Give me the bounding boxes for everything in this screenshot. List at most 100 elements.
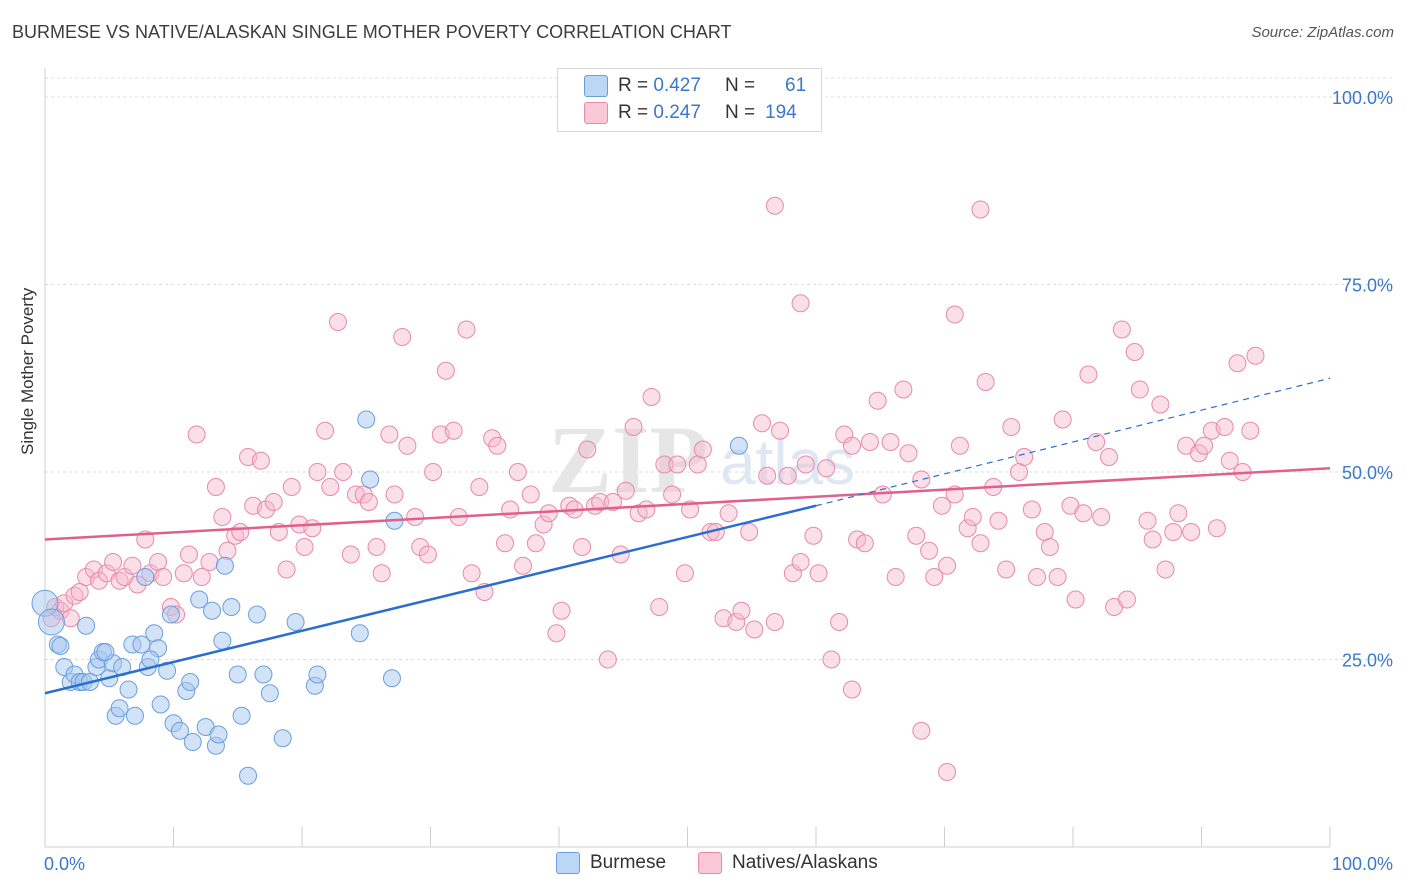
native-point bbox=[70, 583, 89, 601]
native-point bbox=[950, 436, 969, 455]
native-point bbox=[231, 523, 250, 541]
y-tick-label: 50.0% bbox=[1342, 463, 1393, 483]
burmese-point bbox=[132, 635, 151, 654]
bottom-legend-swatch-burmese bbox=[556, 852, 580, 874]
burmese-point bbox=[119, 680, 138, 699]
native-point bbox=[1182, 523, 1201, 541]
native-point bbox=[719, 504, 738, 523]
x-tick-label: 100.0% bbox=[1332, 854, 1393, 874]
burmese-point bbox=[145, 624, 164, 643]
burmese-point bbox=[190, 590, 209, 609]
legend-swatch-natives bbox=[584, 102, 608, 124]
native-point bbox=[61, 609, 80, 628]
native-point bbox=[308, 463, 327, 481]
trend-layer bbox=[44, 377, 1331, 695]
native-point bbox=[1130, 380, 1149, 399]
native-point bbox=[1143, 530, 1162, 549]
native-point bbox=[912, 721, 931, 740]
native-point bbox=[868, 391, 887, 410]
native-point bbox=[251, 451, 270, 470]
native-point bbox=[1079, 365, 1098, 384]
native-point bbox=[334, 463, 353, 481]
burmese-point bbox=[151, 695, 170, 714]
native-point bbox=[1099, 448, 1118, 466]
native-point bbox=[539, 504, 558, 523]
native-point bbox=[1215, 418, 1234, 436]
native-point bbox=[398, 436, 417, 455]
native-point bbox=[971, 200, 990, 219]
native-point bbox=[663, 485, 682, 504]
burmese-point bbox=[203, 601, 222, 620]
native-point bbox=[372, 564, 391, 583]
burmese-trend-extension bbox=[815, 377, 1331, 507]
native-trend-line bbox=[44, 467, 1331, 541]
native-point bbox=[616, 481, 635, 500]
native-point bbox=[380, 425, 399, 444]
y-tick-label: 100.0% bbox=[1332, 88, 1393, 108]
native-point bbox=[206, 478, 225, 496]
burmese-point bbox=[96, 643, 115, 661]
native-point bbox=[501, 500, 520, 519]
burmese-point bbox=[215, 556, 234, 575]
native-point bbox=[886, 568, 905, 586]
y-tick-label: 25.0% bbox=[1342, 651, 1393, 671]
native-point bbox=[547, 624, 566, 643]
native-point bbox=[971, 534, 990, 553]
burmese-point bbox=[361, 470, 380, 489]
native-point bbox=[1048, 568, 1067, 586]
legend-row-burmese: R = 0.427 N = 61 bbox=[584, 73, 806, 99]
native-point bbox=[997, 560, 1016, 579]
y-axis-label: Single Mother Poverty bbox=[18, 287, 37, 455]
x-tick-label: 0.0% bbox=[44, 854, 85, 874]
native-point bbox=[521, 485, 540, 504]
burmese-point bbox=[213, 631, 232, 650]
native-point bbox=[650, 598, 669, 616]
burmese-point bbox=[239, 766, 258, 785]
legend-r-value: 0.247 bbox=[653, 102, 701, 123]
burmese-point bbox=[183, 733, 202, 751]
burmese-point bbox=[37, 608, 65, 636]
native-point bbox=[89, 571, 108, 590]
native-point bbox=[765, 196, 784, 215]
native-point bbox=[642, 388, 661, 406]
native-point bbox=[598, 650, 617, 669]
legend-r-label: R = bbox=[618, 75, 649, 96]
native-point bbox=[573, 538, 592, 556]
native-point bbox=[771, 421, 790, 440]
legend-swatch-burmese bbox=[584, 75, 608, 97]
bottom-legend-burmese: Burmese bbox=[556, 852, 666, 874]
native-point bbox=[526, 534, 545, 553]
native-point bbox=[920, 541, 939, 560]
native-point bbox=[1092, 508, 1111, 526]
legend-r-value: 0.427 bbox=[653, 75, 701, 96]
native-point bbox=[1010, 463, 1029, 481]
legend-n-value: 194 bbox=[765, 102, 797, 123]
native-point bbox=[418, 545, 437, 564]
native-point bbox=[436, 361, 455, 380]
native-point bbox=[508, 463, 527, 481]
native-point bbox=[1156, 560, 1175, 579]
native-point bbox=[945, 305, 964, 324]
burmese-point bbox=[232, 706, 251, 725]
native-point bbox=[406, 508, 425, 526]
native-point bbox=[200, 553, 219, 571]
native-point bbox=[1066, 590, 1085, 609]
native-point bbox=[282, 478, 301, 496]
native-point bbox=[591, 493, 610, 511]
burmese-point bbox=[382, 669, 401, 688]
y-tick-label: 75.0% bbox=[1342, 276, 1393, 296]
native-point bbox=[791, 294, 810, 313]
native-point bbox=[154, 568, 173, 586]
native-point bbox=[179, 545, 198, 564]
native-point bbox=[753, 414, 772, 433]
native-point bbox=[809, 564, 828, 583]
burmese-point bbox=[170, 721, 189, 740]
native-point bbox=[732, 601, 751, 620]
burmese-point bbox=[209, 725, 228, 744]
native-point bbox=[745, 620, 764, 639]
burmese-point bbox=[729, 436, 748, 455]
bottom-legend-swatch-natives bbox=[698, 852, 722, 874]
native-point bbox=[264, 493, 283, 511]
native-point bbox=[1125, 343, 1144, 361]
